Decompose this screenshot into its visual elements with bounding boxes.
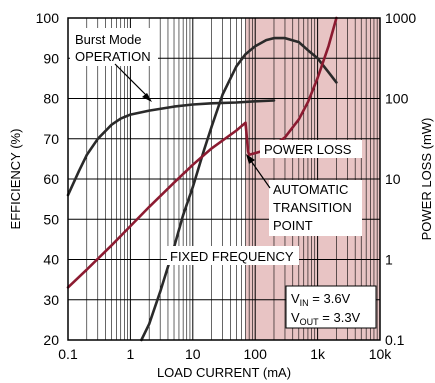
- burst-mode-label-line1: Burst Mode: [75, 32, 141, 47]
- y-left-tick-label: 40: [43, 252, 59, 268]
- x-tick-label: 100: [244, 346, 268, 362]
- power-loss-label: POWER LOSS: [264, 142, 352, 157]
- y-left-tick-label: 70: [43, 131, 59, 147]
- y-right-tick-label: 1: [385, 252, 393, 268]
- y-axis-left-label: EFFICIENCY (%): [8, 129, 23, 230]
- y-left-tick-label: 60: [43, 171, 59, 187]
- burst-arrow-head: [142, 93, 152, 102]
- y-left-tick-label: 30: [43, 292, 59, 308]
- burst-mode-label-line2: OPERATION: [75, 49, 151, 64]
- y-left-tick-label: 90: [43, 50, 59, 66]
- burst-arrow-line: [115, 64, 150, 99]
- x-tick-label: 10: [185, 346, 201, 362]
- y-axis-right-label: POWER LOSS (mW): [419, 118, 434, 241]
- y-left-tick-label: 80: [43, 91, 59, 107]
- x-tick-label: 0.1: [58, 346, 78, 362]
- auto-transition-label-line3: POINT: [273, 218, 313, 233]
- y-left-tick-label: 20: [43, 332, 59, 348]
- y-right-tick-label: 0.1: [385, 332, 405, 348]
- auto-transition-label-line1: AUTOMATIC: [273, 182, 348, 197]
- y-left-tick-label: 50: [43, 211, 59, 227]
- x-tick-label: 10k: [369, 346, 393, 362]
- x-tick-label: 1: [127, 346, 135, 362]
- auto-transition-label-line2: TRANSITION: [273, 200, 352, 215]
- y-right-tick-label: 1000: [385, 10, 416, 26]
- x-tick-label: 1k: [310, 346, 326, 362]
- x-axis-label: LOAD CURRENT (mA): [157, 365, 291, 380]
- y-right-tick-label: 10: [385, 171, 401, 187]
- fixed-frequency-label: FIXED FREQUENCY: [170, 249, 294, 264]
- y-left-tick-label: 100: [36, 10, 60, 26]
- y-right-tick-label: 100: [385, 91, 409, 107]
- series-burst-mode-operation: [68, 101, 274, 196]
